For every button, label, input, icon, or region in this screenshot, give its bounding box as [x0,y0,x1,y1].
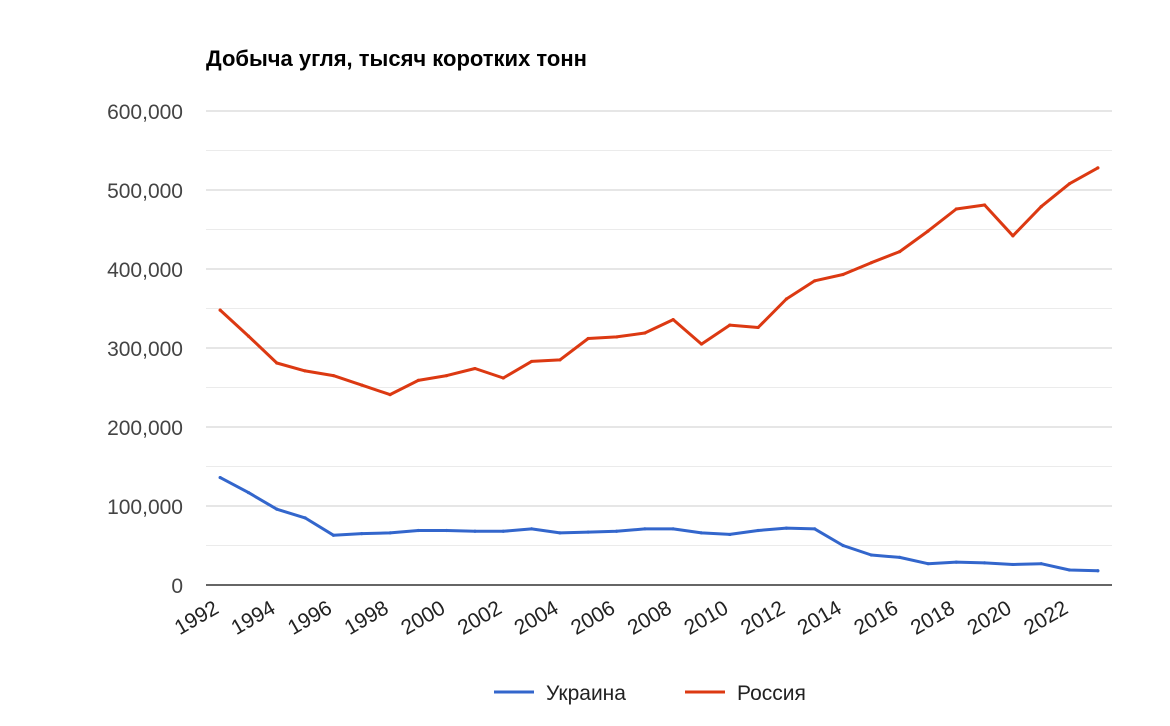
x-tick-label: 2022 [1020,596,1072,639]
data-point [898,555,902,559]
data-point [954,207,958,211]
data-point [1039,562,1043,566]
data-point [501,529,505,533]
data-point [558,358,562,362]
data-point [246,334,251,338]
data-point [529,527,534,531]
data-point [869,261,873,265]
data-point [756,325,760,330]
data-point [388,531,392,535]
data-point [218,475,222,480]
data-point [982,561,987,565]
x-tick-label: 2006 [567,596,619,639]
series-lines [218,166,1100,573]
data-point [728,532,732,537]
data-point [1011,234,1015,238]
data-point [529,359,534,364]
data-point [1096,166,1100,170]
data-point [445,528,449,533]
x-tick-label: 2004 [510,596,562,639]
data-point [784,526,789,530]
data-point [303,516,307,520]
data-point [643,527,647,531]
data-point [784,297,789,301]
data-point [586,336,590,341]
chart-title: Добыча угля, тысяч коротких тонн [206,46,587,71]
data-point [473,366,477,371]
data-point [699,531,704,535]
y-tick-label: 100,000 [107,496,183,519]
data-point [331,533,336,537]
y-tick-label: 200,000 [107,417,183,440]
data-point [388,393,392,397]
data-point [501,376,505,380]
y-axis-tick-labels: 0 100,000 200,000 300,000 400,000 500,000 600,… [107,101,183,598]
y-tick-label: 500,000 [107,180,183,203]
x-tick-label: 1996 [284,596,336,639]
x-axis-tick-labels: 1992 1994 1996 1998 2000 2002 2004 2006 2008 2010… [171,596,1072,639]
x-tick-label: 1994 [227,596,279,639]
x-tick-label: 2012 [737,596,789,639]
x-tick-label: 2016 [850,596,902,639]
data-point [1096,569,1100,573]
y-tick-label: 600,000 [107,101,183,124]
data-point [1011,562,1015,567]
data-point [416,378,420,382]
data-point [1039,204,1043,209]
y-tick-label: 300,000 [107,338,183,361]
data-point [671,527,675,531]
chart-legend: Украина Россия [494,682,806,705]
series-line-Украина [218,476,1100,573]
data-point [898,250,902,254]
data-point [360,532,364,536]
y-tick-label: 0 [171,575,183,598]
data-point [728,323,732,327]
data-point [558,531,562,535]
data-point [218,308,222,312]
data-point [1067,568,1072,572]
data-point [614,335,619,339]
legend-label: Украина [546,682,626,705]
data-point [643,331,647,335]
x-tick-label: 2002 [454,596,506,639]
x-tick-label: 1992 [171,596,223,639]
data-point [841,543,845,548]
x-tick-label: 2020 [963,596,1015,639]
data-point [756,528,760,533]
legend-label: Россия [737,682,806,705]
data-point [1067,182,1072,186]
data-point [331,374,336,378]
data-point [614,529,619,533]
x-tick-label: 2008 [624,596,676,639]
y-tick-label: 400,000 [107,259,183,282]
series-line-Россия [218,166,1100,397]
x-tick-label: 2018 [907,596,959,639]
x-tick-label: 1998 [341,596,393,639]
data-point [473,529,477,533]
data-point [813,527,817,531]
data-point [869,553,873,557]
data-point [813,279,817,283]
data-point [982,203,987,207]
data-point [275,361,279,365]
x-tick-label: 2014 [794,596,846,639]
data-point [246,490,251,495]
x-tick-label: 2000 [397,596,449,639]
data-point [275,507,279,511]
data-point [926,562,930,566]
gridlines [206,110,1112,546]
data-point [303,369,307,373]
data-point [671,317,675,322]
data-point [699,342,704,346]
data-point [841,272,845,277]
data-point [416,528,420,533]
data-point [926,229,930,233]
data-point [586,530,590,534]
data-point [360,383,364,387]
data-point [954,560,958,564]
x-tick-label: 2010 [680,596,732,639]
data-point [445,374,449,378]
